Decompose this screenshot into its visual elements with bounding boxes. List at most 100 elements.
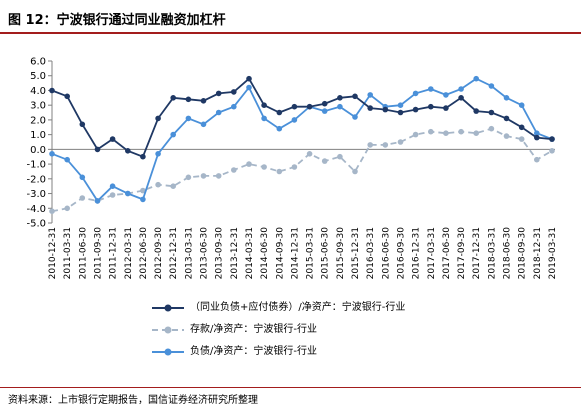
data-point-s0: [473, 108, 480, 114]
data-point-s2: [246, 84, 252, 91]
y-tick-label: 3.0: [30, 101, 46, 112]
data-point-s2: [185, 115, 192, 122]
data-point-s0: [321, 100, 328, 107]
y-tick-label: -1.0: [26, 160, 46, 171]
legend-label: 负债/净资产：宁波银行-行业: [190, 346, 317, 357]
data-point-s1: [549, 148, 555, 154]
data-point-s1: [140, 187, 146, 194]
x-tick-label: 2013-12-31: [230, 227, 240, 279]
x-tick-label: 2014-03-31: [245, 227, 255, 279]
data-point-s2: [276, 125, 283, 132]
data-point-s1: [246, 161, 252, 167]
data-point-s1: [518, 136, 525, 142]
data-point-s0: [170, 95, 176, 101]
x-tick-label: 2014-06-30: [260, 227, 270, 280]
data-point-s1: [49, 208, 55, 214]
data-point-s1: [428, 128, 434, 135]
x-tick-label: 2019-03-31: [548, 227, 558, 279]
legend-item-deposits: 存款/净资产：宁波银行-行业: [150, 322, 450, 338]
y-tick-label: -3.0: [26, 189, 46, 200]
data-point-s0: [155, 115, 161, 122]
data-point-s2: [125, 190, 131, 197]
data-point-s0: [49, 87, 55, 94]
x-tick-label: 2016-06-30: [381, 227, 391, 280]
data-point-s1: [397, 139, 404, 145]
x-tick-label: 2018-06-30: [503, 227, 513, 280]
x-tick-label: 2013-09-30: [215, 227, 225, 280]
data-point-s0: [276, 109, 283, 116]
y-tick-label: 6.0: [30, 57, 46, 68]
data-point-s0: [367, 105, 374, 111]
x-tick-label: 2014-09-30: [275, 227, 285, 280]
data-point-s1: [321, 158, 328, 164]
data-point-s2: [261, 115, 267, 122]
data-point-s2: [231, 103, 237, 110]
series-line-1: [51, 127, 553, 213]
data-point-s1: [155, 181, 161, 188]
data-point-s0: [337, 95, 343, 101]
data-point-s2: [488, 83, 495, 89]
y-tick-label: 0.0: [30, 145, 46, 156]
data-point-s0: [306, 103, 313, 110]
data-point-s0: [64, 93, 70, 100]
data-point-s2: [518, 102, 525, 108]
y-tick-label: -5.0: [26, 219, 46, 230]
x-tick-label: 2011-06-30: [78, 227, 88, 280]
data-point-s1: [276, 168, 283, 175]
x-tick-label: 2018-12-31: [533, 227, 543, 279]
x-tick-label: 2018-09-30: [518, 227, 528, 280]
data-point-s2: [337, 103, 343, 110]
data-point-s1: [382, 142, 389, 148]
x-tick-label: 2016-12-31: [412, 227, 422, 279]
x-tick-label: 2012-03-31: [124, 227, 134, 279]
data-point-s2: [200, 121, 207, 128]
data-point-s1: [503, 133, 510, 139]
data-point-s0: [109, 136, 116, 142]
x-tick-label: 2012-09-30: [154, 227, 164, 280]
data-point-s0: [140, 153, 146, 160]
data-point-s0: [291, 103, 298, 110]
legend-item-total-liabilities: 负债/净资产：宁波银行-行业: [150, 344, 450, 360]
data-point-s1: [185, 174, 192, 181]
data-point-s0: [125, 148, 131, 154]
x-tick-label: 2016-03-31: [366, 227, 376, 279]
data-point-s1: [352, 168, 358, 175]
data-point-s2: [140, 196, 146, 203]
data-point-s0: [503, 115, 510, 122]
data-point-s0: [382, 106, 389, 113]
y-tick-label: -4.0: [26, 204, 46, 215]
y-tick-label: 5.0: [30, 71, 46, 82]
data-point-s1: [79, 195, 86, 201]
data-point-s0: [215, 90, 222, 97]
title-divider: [0, 32, 581, 34]
data-point-s0: [246, 75, 252, 82]
x-tick-label: 2010-12-31: [48, 227, 58, 279]
x-tick-label: 2017-03-31: [427, 227, 437, 279]
data-point-s1: [458, 128, 464, 135]
x-tick-label: 2018-03-31: [487, 227, 497, 279]
x-tick-label: 2011-03-31: [63, 227, 73, 279]
source-note: 资料来源：上市银行定期报告，国信证券经济研究所整理: [8, 395, 258, 406]
y-tick-label: 2.0: [30, 115, 46, 126]
y-tick-label: -2.0: [26, 174, 46, 185]
data-point-s0: [443, 105, 449, 111]
series-line-0: [51, 77, 553, 158]
data-point-s0: [397, 109, 404, 116]
data-point-s1: [109, 192, 116, 198]
data-point-s0: [428, 103, 434, 110]
series-line-2: [51, 77, 553, 203]
data-point-s2: [79, 174, 86, 181]
data-point-s1: [64, 205, 70, 212]
x-tick-label: 2017-09-30: [457, 227, 467, 280]
legend-item-interbank-liabilities: （同业负债+应付债券）/净资产：宁波银行-行业: [150, 300, 450, 316]
data-point-s1: [306, 151, 313, 157]
data-point-s2: [534, 130, 540, 136]
data-point-s2: [321, 108, 328, 114]
data-point-s2: [170, 131, 176, 138]
data-point-s1: [443, 130, 449, 136]
data-point-s2: [352, 114, 358, 120]
data-point-s1: [473, 130, 480, 136]
legend-label: 存款/净资产：宁波银行-行业: [190, 324, 317, 335]
x-tick-label: 2016-09-30: [396, 227, 406, 280]
x-tick-label: 2013-06-30: [200, 227, 210, 280]
